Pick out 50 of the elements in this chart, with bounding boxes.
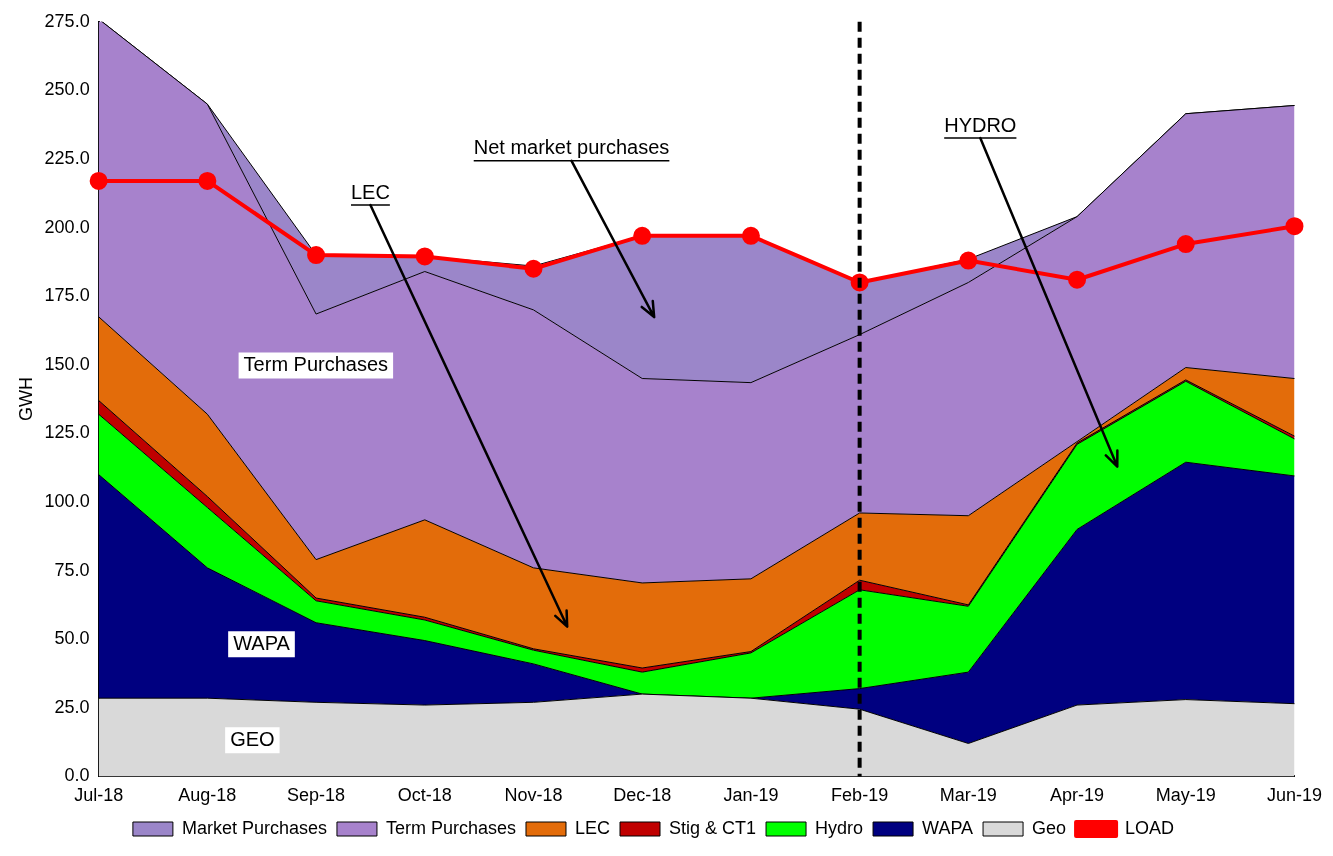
y-tick-label: 25.0 <box>54 696 90 717</box>
legend-label: Stig & CT1 <box>669 817 757 838</box>
x-tick-label: May-19 <box>1155 785 1216 806</box>
legend-label: LOAD <box>1125 817 1175 838</box>
y-tick-label: 150.0 <box>44 353 90 374</box>
y-tick-label: 125.0 <box>44 422 90 443</box>
point <box>1285 217 1304 236</box>
y-tick-label: 50.0 <box>54 628 90 649</box>
point <box>307 246 326 265</box>
x-tick-label: Nov-18 <box>504 785 563 806</box>
y-tick-label: 250.0 <box>44 79 90 100</box>
annotation: Term Purchases <box>243 353 389 376</box>
annotation: HYDRO <box>944 113 1017 136</box>
x-tick-label: Mar-19 <box>939 785 997 806</box>
legend-label: LEC <box>575 817 611 838</box>
x-tick-label: Sep-18 <box>287 785 346 806</box>
annotation: Net market purchases <box>473 136 670 159</box>
point <box>198 171 217 190</box>
y-tick-label: 100.0 <box>44 490 90 511</box>
y-tick-label: 0.0 <box>64 765 90 786</box>
x-tick-label: Jul-18 <box>74 785 124 806</box>
x-tick-label: Oct-18 <box>397 785 452 806</box>
point <box>959 251 978 270</box>
y-tick-label: 275.0 <box>44 10 90 31</box>
annotation: WAPA <box>233 631 291 654</box>
x-tick-label: Jan-19 <box>723 785 779 806</box>
annotation: GEO <box>230 727 275 750</box>
legend-label: Term Purchases <box>385 817 516 838</box>
point <box>524 259 543 278</box>
x-tick-label: Aug-18 <box>178 785 237 806</box>
point <box>741 226 760 245</box>
y-tick-label: 225.0 <box>44 147 90 168</box>
legend-label: WAPA <box>922 817 974 838</box>
x-tick-label: Apr-19 <box>1050 785 1105 806</box>
annotation: LEC <box>350 180 390 203</box>
y-tick-label: 175.0 <box>44 285 90 306</box>
legend-label: Market Purchases <box>181 817 327 838</box>
legend-label: Hydro <box>815 817 864 838</box>
x-tick-label: Feb-19 <box>831 785 889 806</box>
point <box>415 247 434 266</box>
x-tick-label: Dec-18 <box>613 785 672 806</box>
x-tick-label: Jun-19 <box>1266 785 1322 806</box>
legend-label: Geo <box>1032 817 1067 838</box>
y-tick-label: 200.0 <box>44 216 90 237</box>
point <box>1068 270 1087 289</box>
y-tick-label: 75.0 <box>54 559 90 580</box>
point <box>633 226 652 245</box>
point <box>1176 235 1195 254</box>
y-axis-title: GWH <box>15 377 36 422</box>
point <box>89 171 108 190</box>
